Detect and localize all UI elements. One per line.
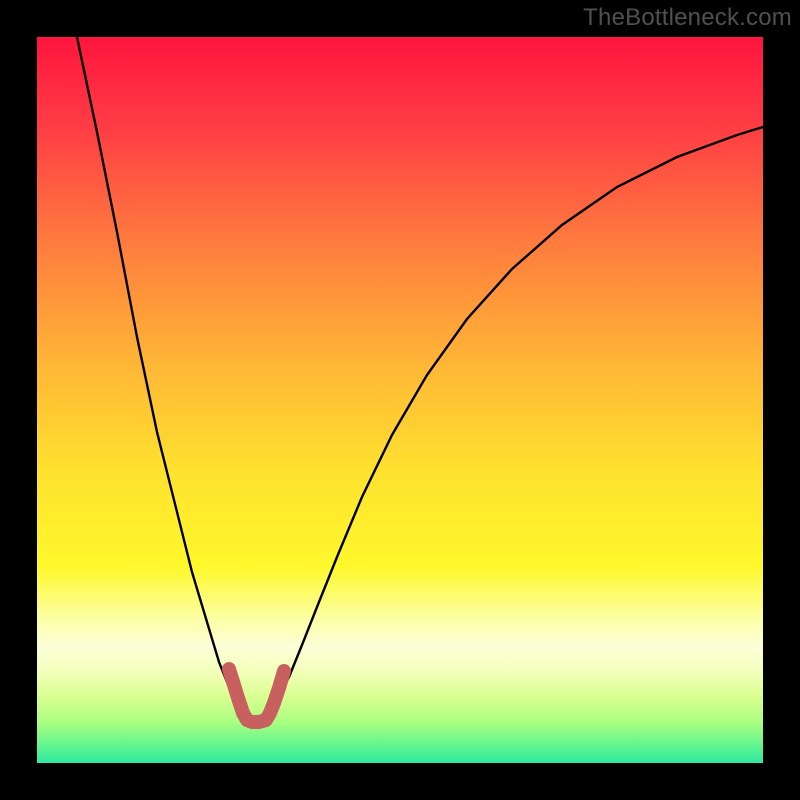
chart-curve xyxy=(0,0,800,800)
marker-segment xyxy=(229,669,284,722)
main-curve xyxy=(77,37,763,722)
watermark-text: TheBottleneck.com xyxy=(583,4,792,32)
